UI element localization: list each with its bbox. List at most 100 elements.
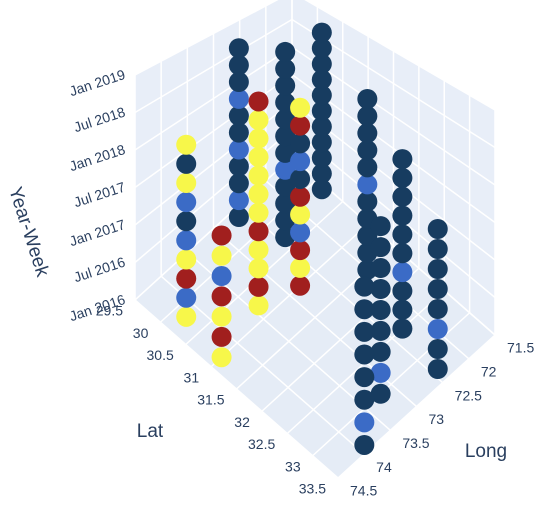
data-point — [176, 287, 197, 308]
data-point — [176, 268, 197, 289]
data-point — [392, 224, 413, 245]
data-point — [290, 240, 311, 261]
data-point — [248, 295, 269, 316]
data-point — [370, 278, 391, 299]
data-point — [311, 85, 332, 106]
data-point — [228, 122, 249, 143]
data-point — [228, 190, 249, 211]
data-point — [357, 191, 378, 212]
data-point — [392, 299, 413, 320]
data-point — [176, 192, 197, 213]
z-tick-label: Jan 2018 — [67, 141, 127, 174]
data-point — [311, 53, 332, 74]
data-point — [248, 258, 269, 279]
data-point — [211, 326, 232, 347]
data-point — [228, 38, 249, 59]
data-point — [427, 319, 448, 339]
data-point — [290, 133, 311, 154]
data-point — [357, 140, 378, 161]
data-point — [392, 186, 413, 207]
data-point — [211, 286, 232, 307]
data-point — [311, 147, 332, 168]
data-point — [248, 110, 269, 130]
data-point — [228, 139, 249, 160]
data-point — [311, 38, 332, 59]
data-point — [427, 279, 448, 299]
data-point — [275, 75, 296, 96]
y-tick-label: 33 — [285, 458, 301, 474]
x-tick-label: 72.5 — [455, 387, 482, 403]
data-point — [248, 147, 269, 168]
z-tick-label: Jul 2016 — [72, 254, 127, 286]
y-tick-label: 32.5 — [248, 436, 275, 452]
z-tick-label: Jan 2016 — [67, 291, 127, 324]
x-tick-label: 73 — [429, 411, 445, 427]
data-point — [427, 339, 448, 359]
data-point — [311, 179, 332, 200]
data-point — [248, 184, 269, 205]
data-point — [370, 362, 391, 383]
data-point — [311, 116, 332, 137]
data-point — [228, 72, 249, 92]
data-point — [370, 216, 391, 237]
y-tick-label: 33.5 — [299, 481, 326, 497]
z-axis-title: Year-Week — [4, 184, 53, 279]
y-tick-label: 30 — [133, 325, 149, 341]
data-point — [275, 58, 296, 79]
data-point — [211, 347, 232, 368]
data-point — [228, 173, 249, 194]
data-point — [354, 367, 375, 388]
data-point — [275, 142, 296, 163]
data-point — [211, 306, 232, 327]
grid-line — [210, 223, 369, 368]
data-point — [370, 258, 391, 279]
data-point — [370, 299, 391, 320]
data-point — [248, 276, 269, 297]
data-point — [311, 132, 332, 153]
y-tick-label: 31 — [184, 369, 200, 385]
y-axis-title: Lat — [137, 421, 164, 442]
data-point — [354, 412, 375, 433]
data-point — [228, 88, 249, 109]
y-tick-label: 32 — [234, 414, 250, 430]
y-tick-label: 31.5 — [197, 392, 224, 408]
data-point — [392, 205, 413, 226]
x-tick-label: 71.5 — [507, 340, 534, 356]
data-point — [427, 259, 448, 279]
data-point — [275, 159, 296, 180]
data-point — [392, 280, 413, 301]
data-point — [290, 222, 311, 243]
data-point — [228, 55, 249, 76]
x-tick-label: 74.5 — [350, 483, 377, 499]
data-point — [290, 168, 311, 189]
data-point — [211, 225, 232, 246]
data-point — [354, 344, 375, 365]
data-point — [357, 157, 378, 178]
data-point — [392, 167, 413, 188]
data-point — [176, 306, 197, 327]
data-point — [275, 41, 296, 62]
data-point — [290, 204, 311, 225]
z-tick-label: Jul 2017 — [72, 179, 127, 211]
data-point — [354, 434, 375, 455]
data-point — [228, 207, 249, 227]
data-point — [176, 153, 197, 174]
data-point — [290, 186, 311, 207]
x-tick-label: 74 — [376, 459, 392, 475]
data-point — [354, 389, 375, 410]
data-point — [392, 149, 413, 170]
data-point — [427, 299, 448, 319]
x-tick-label: 72 — [481, 364, 497, 380]
data-point — [354, 276, 375, 297]
data-point — [275, 193, 296, 214]
data-point — [290, 97, 311, 118]
data-point — [275, 176, 296, 197]
data-point — [370, 320, 391, 341]
data-point — [311, 69, 332, 90]
grid-line — [134, 46, 293, 151]
grid-line — [134, 73, 293, 189]
data-point — [248, 221, 269, 242]
data-point — [357, 174, 378, 195]
data-point — [427, 219, 448, 239]
